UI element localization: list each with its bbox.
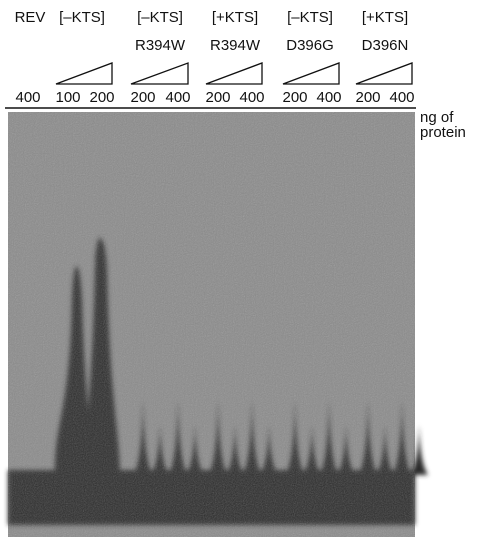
column-label: [+KTS] xyxy=(212,9,258,26)
amount-label: 200 xyxy=(205,89,230,106)
column-label: REV xyxy=(15,9,46,26)
amount-label: 400 xyxy=(316,89,341,106)
unit-label: protein xyxy=(420,124,466,141)
amount-label: 400 xyxy=(165,89,190,106)
amount-label: 100 xyxy=(55,89,80,106)
amount-label: 400 xyxy=(389,89,414,106)
amount-label: 400 xyxy=(239,89,264,106)
mutant-label: D396N xyxy=(362,37,409,54)
wedge xyxy=(205,62,263,85)
amount-label: 200 xyxy=(355,89,380,106)
wedge xyxy=(282,62,340,85)
column-label: [–KTS] xyxy=(137,9,183,26)
gel xyxy=(8,112,428,537)
unit-label: ng of xyxy=(420,109,454,126)
column-label: [–KTS] xyxy=(59,9,105,26)
mutant-label: R394W xyxy=(135,37,186,54)
column-label: [+KTS] xyxy=(362,9,408,26)
band xyxy=(410,425,428,475)
mutant-label: R394W xyxy=(210,37,261,54)
column-label: [–KTS] xyxy=(287,9,333,26)
amount-label: 200 xyxy=(89,89,114,106)
wedge xyxy=(355,62,413,85)
wedge xyxy=(130,62,189,85)
wedge xyxy=(55,62,113,85)
amount-label: 200 xyxy=(130,89,155,106)
amount-label: 400 xyxy=(15,89,40,106)
mutant-label: D396G xyxy=(286,37,334,54)
amount-label: 200 xyxy=(282,89,307,106)
